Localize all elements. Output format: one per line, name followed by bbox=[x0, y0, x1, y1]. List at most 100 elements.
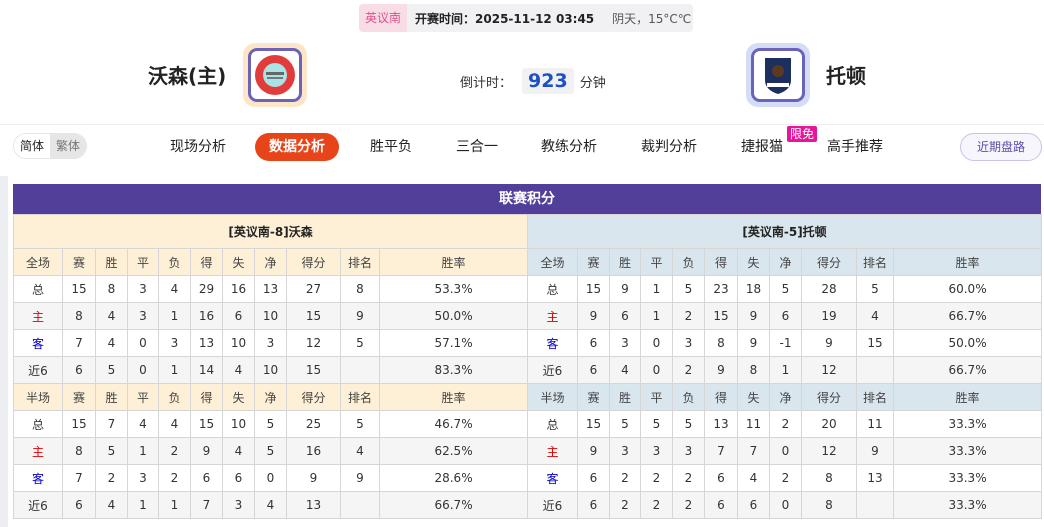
table-cell: 25 bbox=[286, 410, 341, 438]
tab-1x2[interactable]: 胜平负 bbox=[370, 139, 412, 155]
away-team-name[interactable]: 托顿 bbox=[826, 64, 866, 88]
countdown-value: 923 bbox=[522, 68, 574, 94]
column-header: 平 bbox=[640, 383, 673, 411]
table-cell: 11 bbox=[737, 410, 770, 438]
column-header: 排名 bbox=[856, 383, 894, 411]
table-cell: 客 bbox=[13, 464, 63, 492]
totton-crest-icon bbox=[765, 58, 791, 94]
table-cell: 15 bbox=[62, 275, 96, 303]
weather: 阴天，15°C℃ bbox=[612, 11, 692, 26]
table-cell: 总 bbox=[13, 410, 63, 438]
tab-live-analysis[interactable]: 现场分析 bbox=[170, 139, 226, 155]
table-cell bbox=[340, 356, 380, 384]
column-header: 排名 bbox=[340, 383, 380, 411]
table-cell: 客 bbox=[527, 464, 578, 492]
table-cell: 客 bbox=[527, 329, 578, 357]
table-cell: 7 bbox=[190, 491, 223, 519]
column-header: 赛 bbox=[62, 383, 96, 411]
league-badge[interactable]: 英议南 bbox=[359, 4, 408, 32]
home-team-name[interactable]: 沃森(主) bbox=[148, 64, 227, 88]
table-cell: 6 bbox=[704, 491, 738, 519]
table-cell: 6 bbox=[222, 464, 255, 492]
table-cell: 27 bbox=[286, 275, 341, 303]
column-header: 平 bbox=[127, 248, 159, 276]
table-cell: 8 bbox=[801, 464, 857, 492]
table-cell: 3 bbox=[672, 329, 705, 357]
table-cell: 6 bbox=[704, 464, 738, 492]
table-cell: 总 bbox=[527, 410, 578, 438]
table-cell: 3 bbox=[672, 437, 705, 465]
table-cell: 8 bbox=[737, 356, 770, 384]
table-cell: 15 bbox=[704, 302, 738, 330]
column-header: 赛 bbox=[62, 248, 96, 276]
lang-simplified[interactable]: 简体 bbox=[14, 134, 51, 158]
table-cell: 29 bbox=[190, 275, 223, 303]
table-cell: 5 bbox=[769, 275, 802, 303]
lang-traditional[interactable]: 繁体 bbox=[50, 134, 87, 158]
tab-referee-analysis[interactable]: 裁判分析 bbox=[641, 139, 697, 155]
table-cell: 15 bbox=[190, 410, 223, 438]
column-header: 得 bbox=[704, 383, 738, 411]
column-header: 全场 bbox=[527, 248, 578, 276]
table-cell: 2 bbox=[672, 302, 705, 330]
worthing-crest-icon bbox=[255, 55, 295, 95]
table-cell: 0 bbox=[254, 464, 287, 492]
standings-title: 联赛积分 bbox=[13, 184, 1041, 214]
table-cell: 18 bbox=[737, 275, 770, 303]
table-cell: 0 bbox=[127, 356, 159, 384]
team-header-row: [英议南-5]托顿 bbox=[526, 214, 1043, 249]
table-cell: 9 bbox=[704, 356, 738, 384]
table-cell: 2 bbox=[158, 437, 191, 465]
column-header-row: 半场赛胜平负得失净得分 排名 胜率 bbox=[13, 383, 529, 411]
tab-coach-analysis[interactable]: 教练分析 bbox=[541, 139, 597, 155]
table-cell: 2 bbox=[609, 464, 641, 492]
column-header: 得 bbox=[190, 248, 223, 276]
table-cell: 23 bbox=[704, 275, 738, 303]
table-cell: 66.7% bbox=[378, 491, 529, 519]
table-cell: 11 bbox=[856, 410, 894, 438]
table-cell: 4 bbox=[95, 491, 128, 519]
language-toggle[interactable]: 简体 繁体 bbox=[13, 133, 88, 159]
home-team-logo[interactable] bbox=[243, 43, 307, 107]
table-cell: 4 bbox=[158, 275, 191, 303]
column-header: 负 bbox=[158, 248, 191, 276]
table-cell: 1 bbox=[127, 491, 159, 519]
table-cell: 0 bbox=[640, 329, 673, 357]
away-team-logo[interactable] bbox=[746, 43, 810, 107]
tab-three-in-one[interactable]: 三合一 bbox=[456, 139, 498, 155]
table-cell: 7 bbox=[62, 329, 96, 357]
table-cell: 2 bbox=[672, 491, 705, 519]
table-cell: 1 bbox=[158, 491, 191, 519]
column-header: 胜 bbox=[95, 248, 128, 276]
column-header: 排名 bbox=[340, 248, 380, 276]
table-cell: 6 bbox=[577, 491, 610, 519]
table-cell: 客 bbox=[13, 329, 63, 357]
table-cell: 4 bbox=[340, 437, 380, 465]
table-cell: 13 bbox=[704, 410, 738, 438]
table-cell: 4 bbox=[95, 329, 128, 357]
table-cell: 9 bbox=[609, 275, 641, 303]
table-cell: 20 bbox=[801, 410, 857, 438]
table-cell: 5 bbox=[95, 356, 128, 384]
table-cell: 1 bbox=[158, 302, 191, 330]
table-cell: 10 bbox=[254, 302, 287, 330]
table-cell: 4 bbox=[95, 302, 128, 330]
column-header: 负 bbox=[158, 383, 191, 411]
table-cell: 6 bbox=[62, 356, 96, 384]
table-cell: 33.3% bbox=[892, 464, 1043, 492]
column-header: 得分 bbox=[801, 248, 857, 276]
tab-jiebaomao[interactable]: 捷报猫 bbox=[741, 139, 783, 155]
table-cell: 9 bbox=[577, 437, 610, 465]
table-cell: 33.3% bbox=[892, 410, 1043, 438]
table-cell: 3 bbox=[158, 329, 191, 357]
team-title: [英议南-5]托顿 bbox=[526, 214, 1043, 249]
table-cell: 53.3% bbox=[378, 275, 529, 303]
table-cell: 1 bbox=[640, 302, 673, 330]
recent-handicap-button[interactable]: 近期盘路 bbox=[960, 133, 1042, 161]
table-cell: 5 bbox=[254, 437, 287, 465]
tab-expert-picks[interactable]: 高手推荐 bbox=[827, 139, 883, 155]
free-badge: 限免 bbox=[787, 126, 818, 142]
column-header: 胜率 bbox=[378, 248, 529, 276]
tab-data-analysis[interactable]: 数据分析 bbox=[255, 133, 339, 161]
table-cell: 2 bbox=[672, 356, 705, 384]
